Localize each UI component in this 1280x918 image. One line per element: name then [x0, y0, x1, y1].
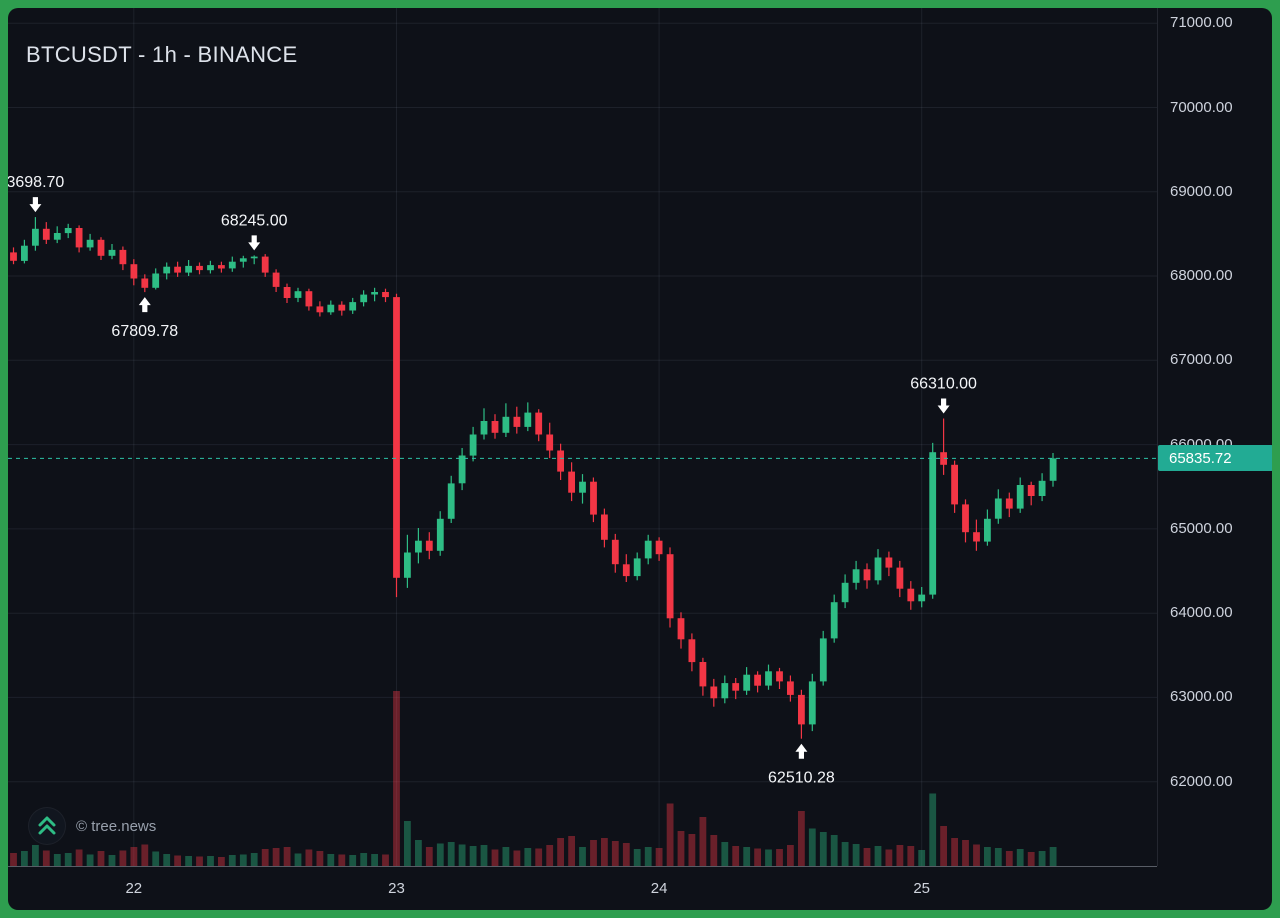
price-tick: 69000.00	[1170, 182, 1233, 200]
price-tick: 64000.00	[1170, 604, 1233, 622]
price-annotation: 66310.00	[910, 376, 977, 414]
price-axis[interactable]: 65835.72 71000.00 70000.00 69000.00 68000.0…	[1157, 8, 1272, 866]
price-tick: 70000.00	[1170, 98, 1233, 116]
time-tick: 25	[913, 880, 931, 897]
tree-news-logo	[28, 807, 66, 845]
price-tick: 68000.00	[1170, 267, 1233, 284]
volume-layer	[10, 691, 1057, 866]
plot-area[interactable]: 3698.70 68245.00 67809.78 66310.00 62510.28	[8, 8, 1157, 866]
price-tick: 67000.00	[1170, 351, 1233, 369]
watermark-text: © tree.news	[76, 817, 157, 835]
price-annotation: 67809.78	[111, 297, 178, 340]
watermark: © tree.news	[28, 807, 156, 845]
price-tick: 63000.00	[1170, 688, 1233, 706]
candlestick-chart-svg: 3698.70 68245.00 67809.78 66310.00 62510.28	[8, 8, 1157, 866]
chart-panel: BTCUSDT - 1h - BINANCE 3698.70 68245.00 67…	[8, 8, 1272, 910]
svg-text:68245.00: 68245.00	[221, 212, 288, 229]
price-annotation: 68245.00	[221, 212, 288, 251]
time-tick: 22	[125, 880, 143, 897]
grid-layer	[8, 8, 1157, 866]
last-price-tag: 65835.72	[1158, 445, 1272, 472]
double-chevron-up-icon	[38, 816, 56, 835]
price-tick: 62000.00	[1170, 772, 1233, 790]
axis-corner	[1157, 866, 1272, 910]
time-tick: 23	[388, 880, 405, 897]
last-price-label: 65835.72	[1169, 449, 1232, 467]
price-tick: 71000.00	[1170, 14, 1233, 32]
svg-text:3698.70: 3698.70	[8, 174, 64, 191]
svg-text:66310.00: 66310.00	[910, 376, 977, 393]
svg-text:62510.28: 62510.28	[768, 770, 835, 787]
price-tick: 65000.00	[1170, 519, 1233, 537]
time-axis[interactable]: 22 23 24 25	[8, 866, 1157, 910]
annotations-layer: 3698.70 68245.00 67809.78 66310.00 62510.28	[8, 174, 977, 787]
time-tick: 24	[650, 880, 668, 897]
svg-text:67809.78: 67809.78	[111, 323, 178, 340]
price-annotation: 3698.70	[8, 174, 64, 213]
candles-layer	[10, 217, 1057, 739]
price-annotation: 62510.28	[768, 743, 835, 787]
chart-title: BTCUSDT - 1h - BINANCE	[26, 42, 298, 67]
